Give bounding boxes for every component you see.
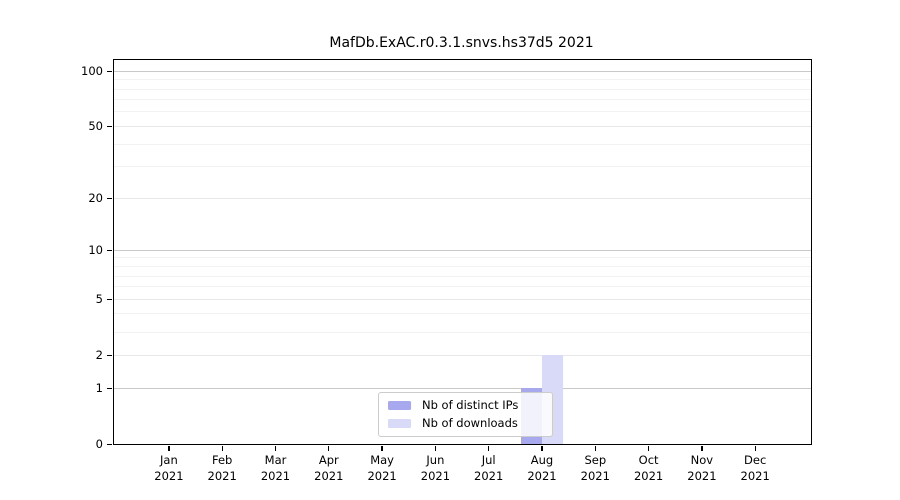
gridline-minor xyxy=(114,88,811,90)
y-axis-tick-label: 20 xyxy=(88,190,103,205)
month-label: Jun xyxy=(426,453,445,467)
x-axis-tick-label: Jan 2021 xyxy=(141,453,197,484)
gridline-minor xyxy=(114,313,811,315)
legend-entry: Nb of downloads xyxy=(388,415,543,430)
gridline-minor xyxy=(114,286,811,288)
month-label: Mar xyxy=(264,453,287,467)
x-axis-tick-label: Dec 2021 xyxy=(727,453,783,484)
y-axis-tick-label: 100 xyxy=(81,64,103,79)
x-axis-tick-label: May 2021 xyxy=(354,453,410,484)
month-label: Sep xyxy=(584,453,607,467)
gridline-minor xyxy=(114,275,811,277)
gridline-minor xyxy=(114,266,811,267)
x-axis-tick xyxy=(434,445,437,451)
year-label: 2021 xyxy=(740,468,770,483)
x-axis-tick-label: Nov 2021 xyxy=(674,453,730,484)
legend: Nb of distinct IPs Nb of downloads xyxy=(378,392,553,437)
gridline-minor xyxy=(114,99,811,101)
gridline-minor xyxy=(114,331,811,333)
year-label: 2021 xyxy=(687,468,717,483)
x-axis-tick-label: Aug 2021 xyxy=(514,453,570,484)
year-label: 2021 xyxy=(207,468,237,483)
y-axis-tick-label: 10 xyxy=(88,243,103,258)
y-axis-tick xyxy=(107,387,112,390)
year-label: 2021 xyxy=(314,468,344,483)
x-axis-tick xyxy=(381,445,383,451)
x-axis-tick xyxy=(647,445,650,451)
chart-title: MafDb.ExAC.r0.3.1.snvs.hs37d5 2021 xyxy=(329,35,594,51)
y-axis-tick xyxy=(107,126,112,128)
y-axis-tick xyxy=(107,443,112,446)
y-axis-tick-label: 50 xyxy=(88,119,103,134)
gridline-major xyxy=(114,249,811,251)
x-axis-tick xyxy=(328,445,330,451)
x-axis-tick xyxy=(594,445,596,451)
gridline-minor xyxy=(114,257,811,259)
gridline-major xyxy=(114,298,811,300)
gridline-major xyxy=(114,354,811,356)
year-label: 2021 xyxy=(367,468,397,483)
year-label: 2021 xyxy=(633,468,664,483)
month-label: Nov xyxy=(690,453,714,467)
x-axis-tick xyxy=(488,445,490,451)
x-axis-tick xyxy=(701,445,703,451)
x-axis-tick-label: Jul 2021 xyxy=(461,453,517,484)
y-axis-tick-label: 5 xyxy=(95,292,103,307)
month-label: Jan xyxy=(160,453,178,467)
y-axis-tick xyxy=(107,197,112,200)
x-axis-tick xyxy=(221,445,223,451)
x-axis-tick-label: Feb 2021 xyxy=(194,453,250,484)
y-axis-tick xyxy=(107,70,112,73)
year-label: 2021 xyxy=(474,468,504,483)
y-axis-tick-label: 0 xyxy=(95,436,103,451)
month-label: Feb xyxy=(212,453,233,467)
y-axis-tick-label: 1 xyxy=(95,380,103,395)
year-label: 2021 xyxy=(260,468,291,483)
legend-swatch xyxy=(388,418,411,428)
year-label: 2021 xyxy=(420,468,451,483)
gridline-minor xyxy=(114,111,811,113)
gridline-minor xyxy=(114,79,811,81)
month-label: May xyxy=(370,453,394,467)
year-label: 2021 xyxy=(527,468,557,483)
x-axis-tick-label: Mar 2021 xyxy=(248,453,304,484)
x-axis-tick-label: Apr 2021 xyxy=(301,453,357,484)
year-label: 2021 xyxy=(580,468,610,483)
x-axis-tick xyxy=(541,445,543,451)
y-axis-tick xyxy=(107,354,112,357)
gridline-major xyxy=(114,387,811,389)
y-axis-tick xyxy=(107,249,112,252)
month-label: Dec xyxy=(744,453,767,467)
month-label: Aug xyxy=(530,453,554,467)
month-label: Apr xyxy=(318,453,339,467)
gridline-minor xyxy=(114,143,811,145)
gridline-minor xyxy=(114,166,811,168)
x-axis-tick xyxy=(754,445,756,451)
legend-label: Nb of downloads xyxy=(422,415,518,430)
gridline-major xyxy=(114,70,811,72)
gridline-major xyxy=(114,125,811,127)
y-axis-tick-label: 2 xyxy=(95,348,103,363)
x-axis-tick-label: Sep 2021 xyxy=(567,453,623,484)
y-axis-tick xyxy=(107,298,112,301)
legend-entry: Nb of distinct IPs xyxy=(388,399,543,412)
year-label: 2021 xyxy=(154,468,184,483)
x-axis-tick xyxy=(168,445,170,451)
x-axis-tick-label: Oct 2021 xyxy=(621,453,677,484)
plot-area xyxy=(113,59,812,445)
legend-swatch xyxy=(388,401,411,411)
month-label: Jul xyxy=(481,453,496,467)
x-axis-tick-label: Jun 2021 xyxy=(407,453,463,484)
month-label: Oct xyxy=(638,453,659,467)
gridline-major xyxy=(114,197,811,199)
legend-label: Nb of distinct IPs xyxy=(422,398,519,413)
x-axis-tick xyxy=(274,445,277,451)
